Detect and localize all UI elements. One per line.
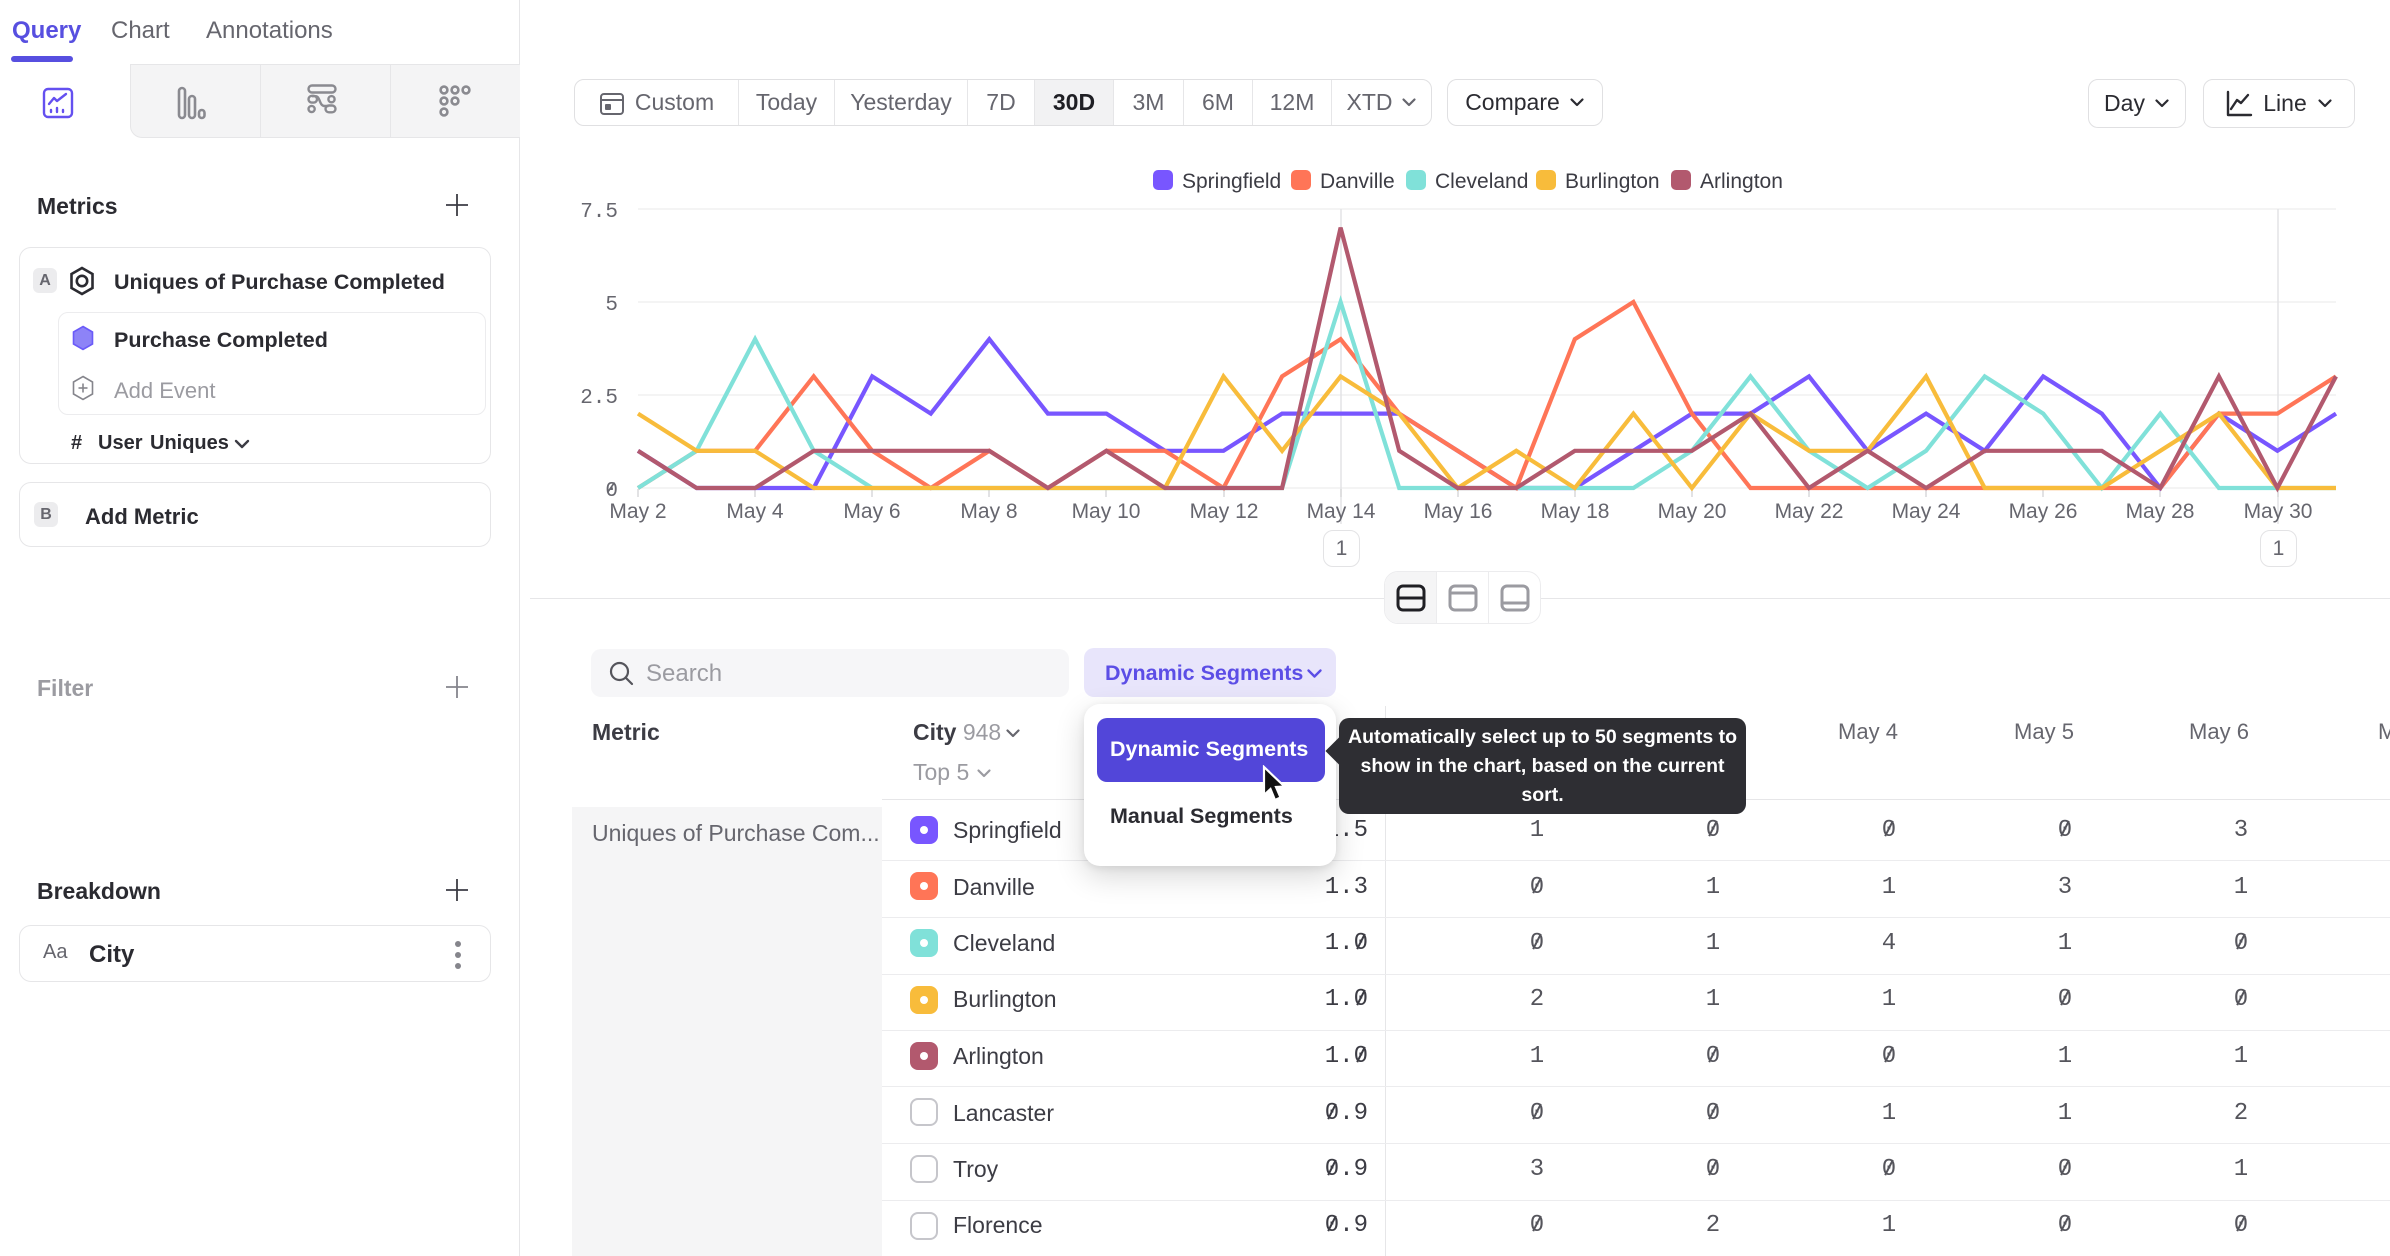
svg-text:May 22: May 22	[1775, 500, 1844, 523]
svg-text:2.5: 2.5	[580, 387, 618, 410]
svg-text:May 4: May 4	[726, 500, 784, 523]
svg-text:May 18: May 18	[1541, 500, 1610, 523]
svg-text:May 12: May 12	[1190, 500, 1259, 523]
svg-text:0: 0	[605, 480, 618, 503]
svg-text:May 20: May 20	[1658, 500, 1727, 523]
svg-text:May 10: May 10	[1072, 500, 1141, 523]
svg-text:May 28: May 28	[2126, 500, 2195, 523]
svg-text:May 16: May 16	[1424, 500, 1493, 523]
svg-text:May 8: May 8	[960, 500, 1017, 523]
svg-text:May 2: May 2	[609, 500, 666, 523]
svg-text:May 14: May 14	[1307, 500, 1376, 523]
svg-text:May 6: May 6	[843, 500, 900, 523]
svg-text:May 26: May 26	[2009, 500, 2078, 523]
svg-text:May 24: May 24	[1892, 500, 1961, 523]
svg-text:5: 5	[605, 294, 618, 317]
svg-text:7.5: 7.5	[580, 201, 618, 224]
svg-text:May 30: May 30	[2244, 500, 2313, 523]
